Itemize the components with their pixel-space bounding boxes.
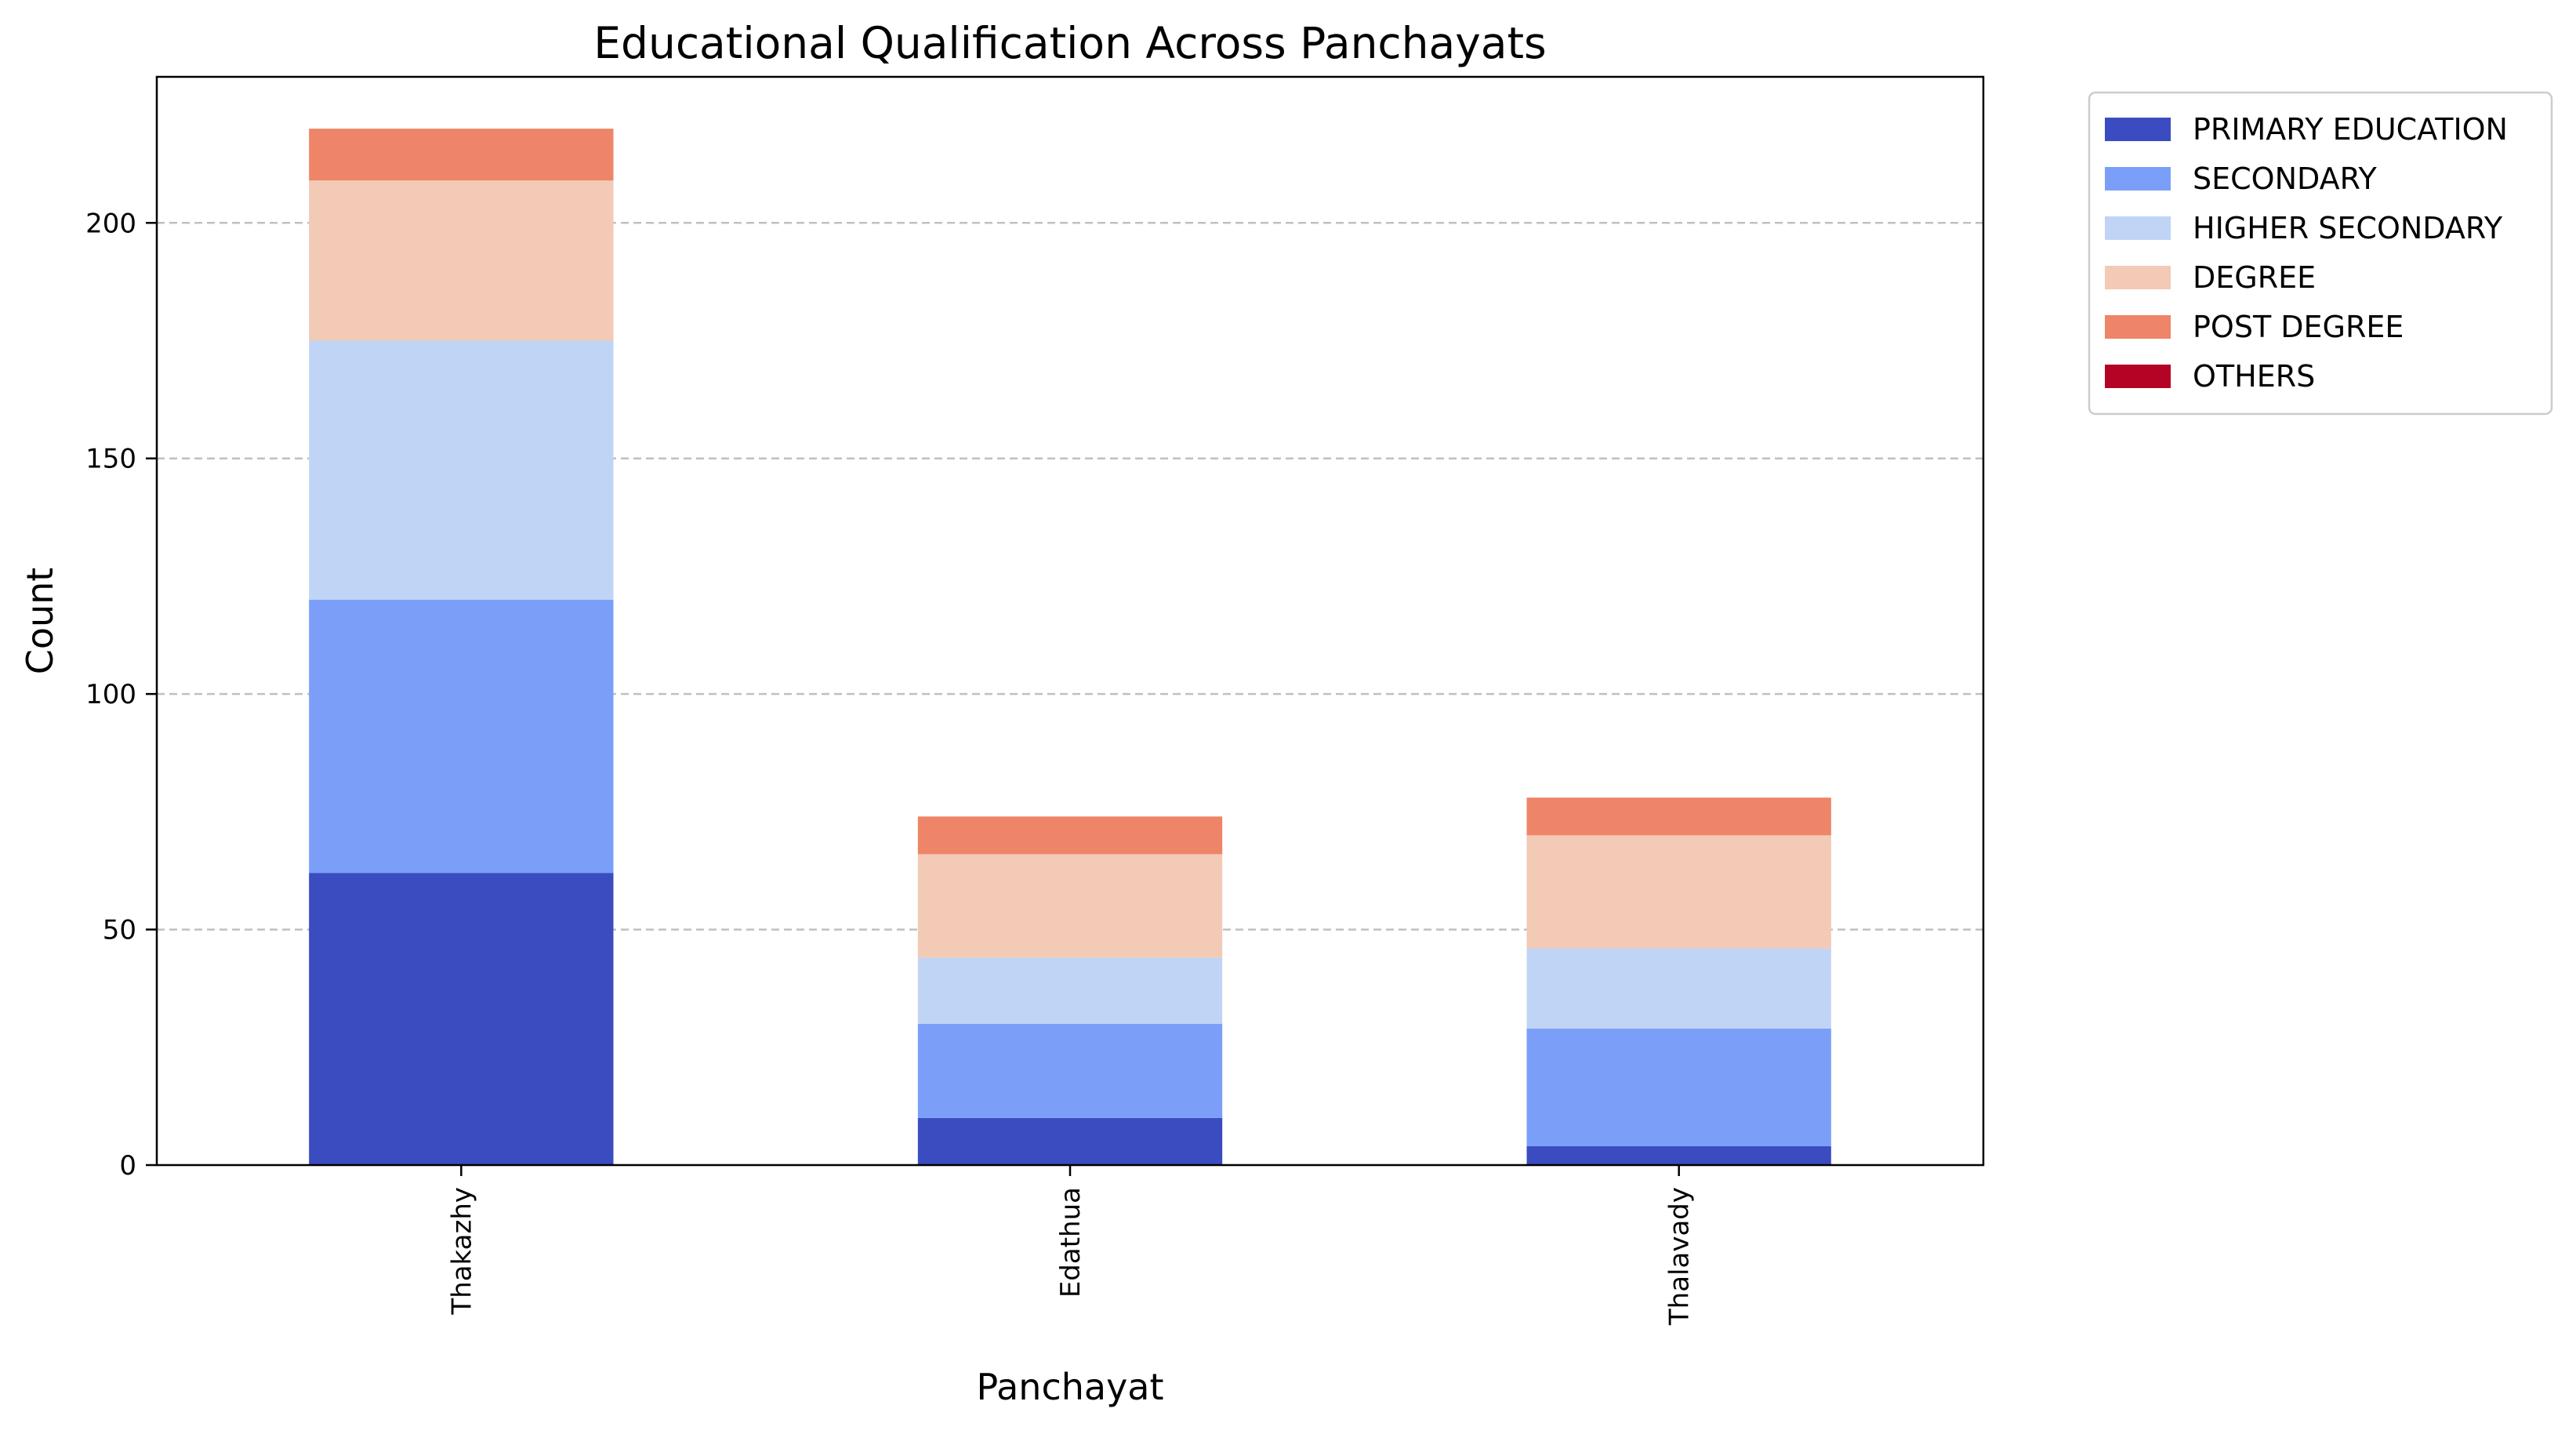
bar-thakazhy-primary-education <box>309 873 614 1165</box>
x-axis: Thakazhy Edathua Thalavady <box>446 1165 1696 1326</box>
y-axis: 0 50 100 150 200 <box>85 208 157 1182</box>
bar-edathua-secondary <box>917 1023 1223 1118</box>
bar-thalavady-secondary <box>1526 1028 1831 1146</box>
legend-swatch <box>2105 118 2171 141</box>
legend-swatch <box>2105 315 2171 339</box>
y-tick-label: 150 <box>85 444 136 475</box>
legend-label: HIGHER SECONDARY <box>2193 211 2503 245</box>
legend-frame <box>2088 91 2553 416</box>
bar-thalavady-post-degree <box>1526 797 1831 836</box>
bar-thalavady-primary-education <box>1526 1145 1831 1165</box>
bar-thakazhy-higher-secondary <box>309 340 614 600</box>
legend-label: SECONDARY <box>2193 162 2378 196</box>
bar-edathua-higher-secondary <box>917 957 1223 1024</box>
chart-title: Educational Qualification Across Panchay… <box>593 18 1546 68</box>
y-axis-title: Count <box>19 568 61 675</box>
bar-edathua-degree <box>917 854 1223 958</box>
bar-thalavady-degree <box>1526 835 1831 949</box>
bar-thakazhy-secondary <box>309 599 614 873</box>
legend-label: DEGREE <box>2193 260 2316 295</box>
bar-thalavady-higher-secondary <box>1526 948 1831 1029</box>
bar-edathua-post-degree <box>917 816 1223 855</box>
legend-swatch <box>2105 167 2171 191</box>
bar-thakazhy-degree <box>309 180 614 341</box>
y-tick-label: 0 <box>119 1150 136 1182</box>
legend-swatch <box>2105 365 2171 388</box>
x-tick-label: Thakazhy <box>446 1187 477 1316</box>
legend-label: OTHERS <box>2193 359 2315 394</box>
y-tick-label: 100 <box>85 679 136 710</box>
x-tick-label: Edathua <box>1055 1187 1087 1298</box>
legend-label: POST DEGREE <box>2193 310 2404 344</box>
bar-edathua-primary-education <box>917 1117 1223 1165</box>
x-axis-title: Panchayat <box>976 1366 1163 1408</box>
y-tick-label: 200 <box>85 208 136 239</box>
legend-swatch <box>2105 266 2171 289</box>
legend-swatch <box>2105 216 2171 240</box>
x-tick-label: Thalavady <box>1664 1187 1696 1326</box>
bar-thakazhy-post-degree <box>309 129 614 181</box>
legend-label: PRIMARY EDUCATION <box>2193 112 2508 147</box>
bars <box>309 129 1831 1165</box>
y-tick-label: 50 <box>103 915 136 946</box>
legend: PRIMARY EDUCATION SECONDARY HIGHER SECONDA… <box>2088 91 2553 416</box>
